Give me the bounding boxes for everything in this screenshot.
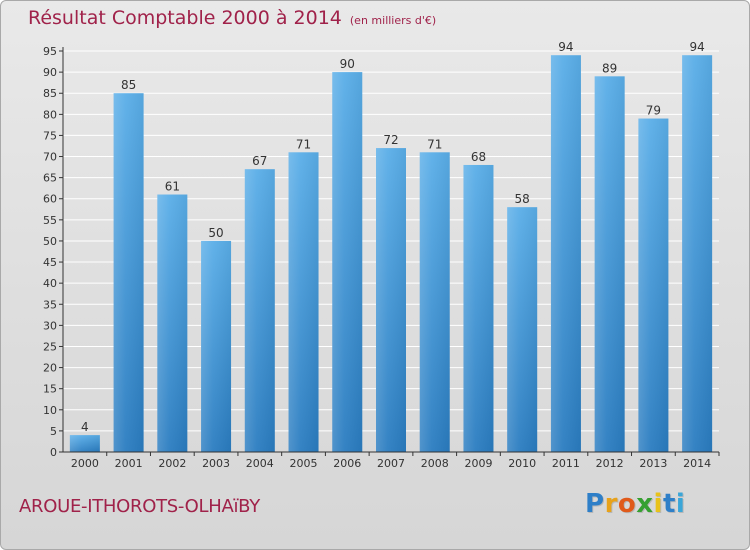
chart-subtitle: (en milliers d'€)	[349, 14, 437, 27]
x-tick-label: 2001	[115, 457, 143, 470]
x-tick-label: 2013	[639, 457, 667, 470]
x-tick-label: 2009	[464, 457, 492, 470]
chart-title-text: Résultat Comptable 2000 à 2014	[28, 7, 342, 29]
logo-letter: t	[662, 489, 676, 519]
bar-shine	[507, 207, 538, 452]
y-tick-label: 20	[43, 362, 57, 375]
logo-letter: r	[604, 489, 618, 519]
bar-value-label: 50	[208, 226, 223, 240]
y-tick-label: 75	[43, 129, 57, 142]
bar-shine	[594, 76, 625, 452]
bar-value-label: 79	[646, 104, 661, 118]
x-tick-label: 2014	[683, 457, 711, 470]
logo-letter: P	[585, 489, 605, 519]
bar-value-label: 58	[515, 192, 530, 206]
bar-value-label: 85	[121, 78, 136, 92]
bar-shine	[157, 194, 188, 452]
bar-shine	[419, 152, 450, 452]
x-tick-label: 2008	[421, 457, 449, 470]
bar-value-label: 90	[340, 57, 355, 71]
x-tick-label: 2002	[158, 457, 186, 470]
proxiti-logo: Proxiti	[585, 489, 685, 519]
bar-shine	[638, 118, 669, 453]
bar-value-label: 67	[252, 154, 267, 168]
bar-shine	[201, 240, 232, 452]
bar-value-label: 71	[296, 137, 311, 151]
bar-value-label: 68	[471, 150, 486, 164]
y-tick-label: 85	[43, 87, 57, 100]
logo-letter: o	[617, 489, 637, 519]
y-tick-label: 35	[43, 298, 57, 311]
bar-shine	[69, 435, 100, 452]
x-tick-label: 2006	[333, 457, 361, 470]
bar-shine	[376, 148, 406, 452]
bars	[69, 55, 713, 453]
y-tick-label: 80	[43, 108, 57, 121]
x-tick-label: 2011	[552, 457, 580, 470]
bar-value-label: 4	[81, 420, 89, 434]
bar-value-label: 71	[427, 137, 442, 151]
bar-shine	[288, 152, 319, 452]
y-tick-label: 60	[43, 193, 57, 206]
y-tick-label: 50	[43, 235, 57, 248]
axes	[59, 47, 720, 456]
y-tick-label: 5	[50, 425, 57, 438]
commune-name: AROUE-ITHOROTS-OLHAïBY	[19, 496, 260, 517]
y-tick-label: 70	[43, 151, 57, 164]
bar-shine	[113, 93, 144, 453]
labels: 0 5 10 15 20 25 30 35 40 45 50 55 60 65 70 75 80 85 90 95 4 2…	[43, 40, 711, 470]
y-tick-label: 55	[43, 214, 57, 227]
chart-title: Résultat Comptable 2000 à 2014 (en millie…	[28, 7, 436, 29]
x-tick-label: 2010	[508, 457, 536, 470]
y-tick-label: 25	[43, 340, 57, 353]
bar-value-label: 94	[558, 40, 573, 54]
logo-letter: i	[653, 489, 663, 519]
bar-shine	[682, 55, 713, 452]
y-tick-label: 30	[43, 319, 57, 332]
y-tick-label: 40	[43, 277, 57, 290]
bar-value-label: 94	[689, 40, 704, 54]
logo-letter: x	[636, 489, 654, 519]
x-tick-label: 2000	[71, 457, 99, 470]
y-tick-label: 10	[43, 404, 57, 417]
x-tick-label: 2007	[377, 457, 405, 470]
x-tick-label: 2003	[202, 457, 230, 470]
x-tick-label: 2004	[246, 457, 274, 470]
y-tick-label: 15	[43, 383, 57, 396]
bar-shine	[332, 72, 363, 453]
bar-shine	[550, 55, 581, 452]
bar-value-label: 89	[602, 61, 617, 75]
x-tick-label: 2005	[290, 457, 318, 470]
x-tick-label: 2012	[596, 457, 624, 470]
y-tick-label: 45	[43, 256, 57, 269]
logo-letter: i	[675, 489, 686, 519]
y-tick-label: 65	[43, 172, 57, 185]
bar-value-label: 72	[383, 133, 398, 147]
y-tick-label: 0	[50, 446, 57, 459]
y-tick-label: 95	[43, 45, 57, 58]
bar-shine	[244, 169, 275, 453]
bar-shine	[463, 164, 494, 452]
bar-value-label: 61	[165, 180, 180, 194]
y-tick-label: 90	[43, 66, 57, 79]
